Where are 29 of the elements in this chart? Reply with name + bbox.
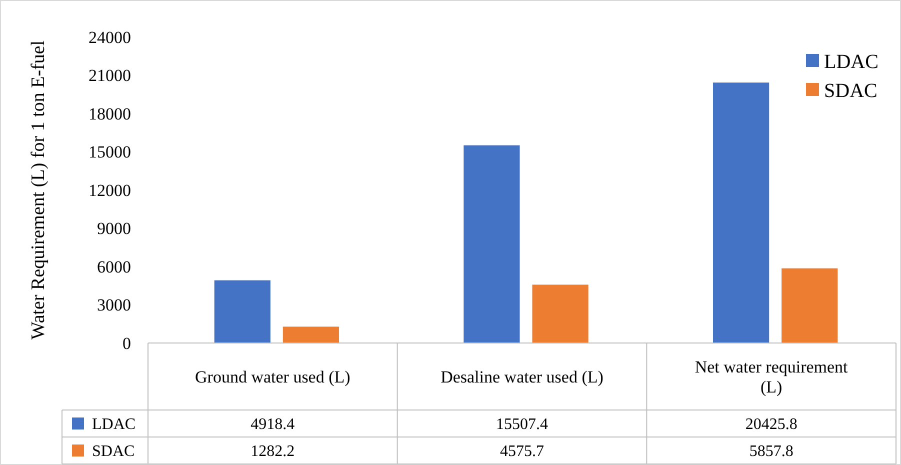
data-label: 5857.8	[749, 443, 794, 460]
y-tick-label: 18000	[88, 104, 131, 124]
data-label: 20425.8	[745, 416, 798, 434]
y-axis-title: Water Requirement (L) for 1 ton E-fuel	[28, 40, 49, 340]
x-tick-label: Ground water used (L)	[195, 367, 350, 386]
bar	[464, 145, 520, 343]
text: SDAC	[92, 443, 135, 460]
text: LDAC	[92, 416, 136, 434]
x-tick-label: Desaline water used (L)	[440, 367, 604, 386]
data-label: 4918.4	[250, 416, 295, 434]
y-tick-label: 3000	[97, 296, 131, 315]
y-tick-label: 0	[122, 334, 131, 353]
bar	[532, 284, 588, 343]
y-tick-label: 9000	[97, 219, 131, 238]
x-tick-label: Net water requirement (L)	[694, 357, 848, 396]
y-tick-label: 15000	[88, 142, 131, 162]
y-tick-label: 21000	[88, 66, 131, 86]
bar	[214, 280, 270, 343]
bar	[782, 268, 838, 343]
data-label: 1282.2	[250, 443, 295, 460]
bar	[282, 326, 339, 343]
y-tick-label: 6000	[97, 257, 131, 276]
y-tick-label: 12000	[88, 180, 131, 200]
y-tick-label: 24000	[88, 28, 131, 47]
data-label: 15507.4	[496, 416, 548, 434]
legend-label: SDAC	[824, 80, 878, 102]
data-label: 4575.7	[500, 443, 544, 460]
legend-label: LDAC	[824, 51, 878, 73]
bar	[713, 82, 770, 343]
